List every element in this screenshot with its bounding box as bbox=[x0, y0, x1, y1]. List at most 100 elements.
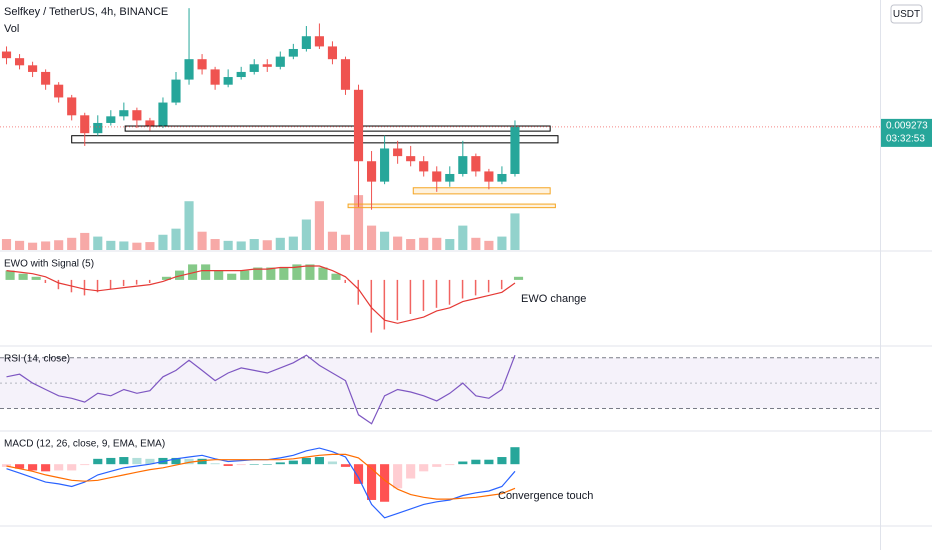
macd-histogram-bar bbox=[80, 464, 90, 466]
volume-bar bbox=[314, 201, 324, 250]
ewo-bar bbox=[96, 279, 99, 293]
candle-body bbox=[210, 69, 220, 85]
candle-body bbox=[510, 126, 520, 174]
macd-histogram-bar bbox=[301, 457, 311, 465]
volume-bar bbox=[406, 239, 416, 250]
candle-body bbox=[145, 120, 155, 126]
candle-body bbox=[314, 36, 324, 47]
candle-body bbox=[80, 115, 90, 134]
currency-label[interactable]: USDT bbox=[893, 9, 920, 20]
ewo-bar bbox=[448, 279, 451, 305]
macd-histogram-bar bbox=[497, 457, 507, 465]
candle-body bbox=[184, 59, 194, 80]
volume-bar bbox=[158, 234, 168, 250]
ewo-bar bbox=[266, 267, 276, 280]
ewo-bar bbox=[409, 279, 412, 314]
ewo-bar bbox=[513, 276, 524, 280]
ewo-bar bbox=[122, 279, 125, 287]
candle-body bbox=[471, 156, 481, 172]
volume-bar bbox=[106, 240, 116, 250]
ewo-title: EWO with Signal (5) bbox=[4, 259, 94, 270]
volume-bar bbox=[132, 242, 142, 250]
candle-body bbox=[14, 58, 25, 66]
ewo-bar bbox=[135, 279, 138, 285]
volume-bar bbox=[432, 237, 442, 250]
macd-histogram-bar bbox=[380, 464, 390, 502]
volume-bar bbox=[353, 195, 364, 250]
volume-bar bbox=[510, 213, 520, 250]
macd-histogram-bar bbox=[262, 464, 272, 465]
ewo-bar bbox=[435, 279, 438, 308]
volume-bar bbox=[380, 231, 390, 250]
candle-body bbox=[119, 110, 129, 117]
ewo-bar bbox=[422, 279, 425, 311]
macd-histogram-bar bbox=[432, 464, 442, 467]
volume-label: Vol bbox=[4, 23, 19, 35]
macd-title: MACD (12, 26, close, 9, EMA, EMA) bbox=[4, 439, 165, 450]
ewo-bar bbox=[253, 267, 263, 280]
macd-histogram-bar bbox=[106, 457, 116, 465]
candle-body bbox=[497, 173, 507, 182]
macd-histogram-bar bbox=[171, 457, 181, 465]
volume-bar bbox=[184, 201, 194, 250]
candle-body bbox=[432, 171, 442, 182]
volume-bar bbox=[301, 219, 311, 250]
ewo-bar bbox=[318, 267, 328, 280]
volume-bar bbox=[119, 241, 129, 250]
macd-histogram-bar bbox=[236, 464, 246, 466]
macd-histogram-bar bbox=[510, 447, 520, 465]
ewo-bar bbox=[357, 279, 360, 305]
ewo-bar bbox=[31, 276, 41, 280]
rsi-line bbox=[6, 354, 516, 425]
macd-histogram-bar bbox=[1, 464, 12, 467]
zone bbox=[347, 203, 556, 209]
macd-histogram-bar bbox=[93, 458, 103, 465]
volume-bar bbox=[484, 240, 494, 250]
volume-bar bbox=[366, 225, 377, 250]
volume-bar bbox=[340, 234, 351, 250]
ewo-bar bbox=[461, 279, 464, 299]
candle-body bbox=[406, 156, 416, 162]
candle-body bbox=[327, 46, 338, 60]
macd-histogram-bar bbox=[54, 464, 64, 471]
candle-body bbox=[41, 71, 51, 85]
zone bbox=[124, 125, 551, 132]
volume-bar bbox=[445, 239, 455, 250]
currency-button[interactable] bbox=[890, 4, 923, 24]
volume-bar bbox=[471, 237, 481, 250]
volume-bar bbox=[145, 242, 155, 250]
rsi-title: RSI (14, close) bbox=[4, 354, 70, 365]
macd-histogram-bar bbox=[327, 461, 338, 465]
macd-histogram-bar bbox=[14, 464, 25, 469]
volume-bar bbox=[223, 240, 233, 250]
macd-histogram-bar bbox=[340, 464, 351, 467]
macd-histogram-bar bbox=[471, 459, 481, 465]
ewo-bar bbox=[201, 264, 211, 280]
macd-histogram-bar bbox=[393, 464, 403, 489]
zone bbox=[71, 135, 559, 144]
volume-bar bbox=[275, 237, 285, 250]
ewo-bar bbox=[148, 279, 151, 283]
candle-body bbox=[484, 171, 494, 182]
macd-histogram-bar bbox=[210, 463, 220, 465]
ewo-bar bbox=[188, 264, 198, 280]
ewo-bar bbox=[57, 279, 60, 290]
macd-histogram-bar bbox=[314, 457, 324, 465]
labels: 0.009273 03:32:53 bbox=[881, 118, 932, 147]
macd-histogram-bar bbox=[366, 464, 377, 500]
ewo-bar bbox=[331, 273, 341, 280]
volume-bar bbox=[236, 241, 246, 250]
candle-body bbox=[171, 79, 181, 103]
macd-histogram-bar bbox=[145, 458, 155, 465]
volume-bar bbox=[288, 236, 298, 250]
candle-body bbox=[340, 59, 351, 90]
candle-body bbox=[158, 102, 168, 126]
volume-bar bbox=[1, 239, 12, 250]
candle-body bbox=[223, 77, 233, 85]
ewo-bar bbox=[161, 276, 172, 280]
volume-bar bbox=[210, 239, 220, 250]
macd-histogram-bar bbox=[28, 464, 38, 471]
volume-bar bbox=[54, 240, 64, 250]
candle-body bbox=[275, 56, 285, 67]
macd-histogram-bar bbox=[132, 457, 142, 465]
